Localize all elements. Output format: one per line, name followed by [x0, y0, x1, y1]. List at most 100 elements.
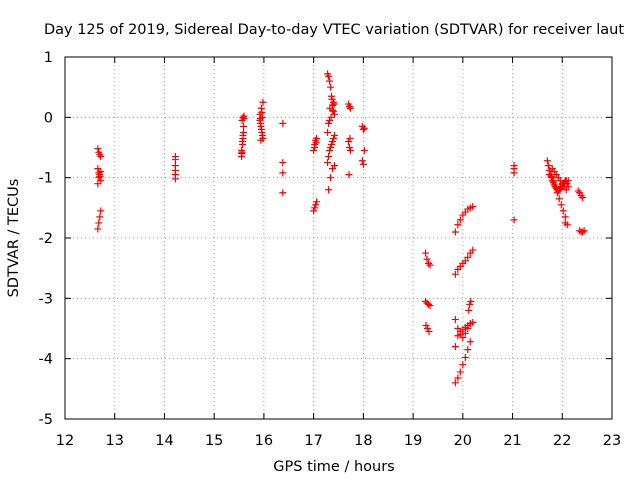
data-point	[257, 136, 265, 144]
data-point	[426, 302, 434, 310]
data-point	[94, 165, 102, 173]
data-point	[329, 137, 337, 145]
data-point	[563, 221, 571, 229]
x-tick-label: 16	[255, 433, 273, 449]
data-point	[451, 270, 459, 278]
data-point	[564, 183, 572, 191]
data-point	[327, 174, 335, 182]
data-point	[330, 107, 338, 115]
y-tick-label: 0	[44, 110, 53, 126]
data-point	[564, 177, 572, 185]
y-tick-label: -1	[39, 171, 53, 187]
data-point	[461, 329, 469, 337]
data-point	[311, 204, 319, 212]
data-point	[451, 379, 459, 387]
data-point	[97, 207, 105, 215]
data-point	[312, 201, 320, 209]
y-tick-label: -5	[39, 412, 53, 428]
x-tick-label: 22	[553, 433, 571, 449]
y-tick-label: 1	[44, 50, 53, 66]
data-point	[461, 257, 469, 265]
data-point	[576, 189, 584, 197]
x-tick-labels: 12 13 14 15 16 17 18 19 20 21 22 23	[56, 433, 621, 449]
data-point	[580, 227, 588, 235]
x-tick-label: 21	[503, 433, 521, 449]
x-tick-label: 12	[56, 433, 74, 449]
x-tick-label: 13	[106, 433, 124, 449]
data-point	[510, 216, 518, 224]
data-point	[346, 104, 354, 112]
data-point	[467, 297, 475, 305]
data-point	[94, 180, 102, 188]
data-point	[358, 157, 366, 165]
data-point	[469, 318, 477, 326]
data-point	[328, 140, 336, 148]
data-point	[557, 201, 565, 209]
data-point	[326, 77, 334, 85]
data-point	[327, 83, 335, 91]
y-axis-label: SDTVAR / TECUs	[6, 179, 22, 298]
data-point	[346, 147, 354, 155]
data-point	[345, 144, 353, 151]
data-point	[346, 134, 354, 142]
data-point	[311, 144, 319, 151]
data-point	[422, 249, 430, 257]
data-point	[456, 368, 464, 376]
data-point	[360, 147, 368, 155]
data-point	[325, 153, 333, 161]
data-point	[171, 156, 179, 164]
data-point	[454, 374, 462, 382]
data-point	[324, 159, 332, 167]
data-point	[95, 174, 103, 182]
data-point	[310, 207, 318, 215]
data-point	[559, 207, 567, 215]
data-point	[464, 346, 472, 354]
x-tick-label: 15	[205, 433, 223, 449]
data-point	[258, 113, 266, 121]
x-axis-label: GPS time / hours	[273, 459, 394, 475]
data-point	[95, 219, 103, 227]
data-point	[465, 306, 473, 314]
data-point	[553, 189, 561, 197]
data-point	[425, 300, 433, 308]
data-point	[579, 194, 587, 202]
y-tick-labels: 1 0 -1 -2 -3 -4 -5	[39, 50, 53, 428]
data-point	[325, 186, 333, 194]
data-point	[464, 253, 472, 261]
data-point	[555, 195, 563, 203]
data-point	[425, 328, 433, 336]
data-points	[94, 70, 588, 387]
x-tick-label: 17	[304, 433, 322, 449]
data-point	[451, 315, 459, 323]
data-point	[238, 116, 246, 124]
data-point	[451, 343, 459, 351]
data-point	[94, 225, 102, 233]
data-point	[325, 72, 333, 80]
data-point	[97, 168, 105, 176]
data-point	[422, 321, 430, 329]
y-tick-label: -3	[39, 291, 53, 307]
y-tick-label: -4	[39, 352, 53, 368]
data-point	[579, 228, 587, 236]
data-point	[240, 128, 248, 136]
data-point	[466, 300, 474, 308]
chart-title: Day 125 of 2019, Sidereal Day-to-day VTE…	[44, 22, 624, 38]
data-point	[344, 137, 352, 145]
data-point	[454, 221, 462, 229]
data-point	[331, 110, 339, 118]
data-point	[466, 338, 474, 346]
data-point	[510, 169, 518, 177]
data-point	[544, 162, 552, 170]
data-point	[97, 153, 105, 161]
x-tick-label: 14	[155, 433, 173, 449]
data-point	[279, 159, 287, 167]
data-point	[327, 144, 335, 151]
data-point	[326, 147, 334, 155]
data-point	[461, 353, 469, 361]
data-point	[239, 113, 247, 121]
data-point	[96, 171, 104, 179]
data-point	[171, 175, 179, 183]
y-tick-label: -2	[39, 231, 53, 247]
data-point	[469, 203, 477, 211]
